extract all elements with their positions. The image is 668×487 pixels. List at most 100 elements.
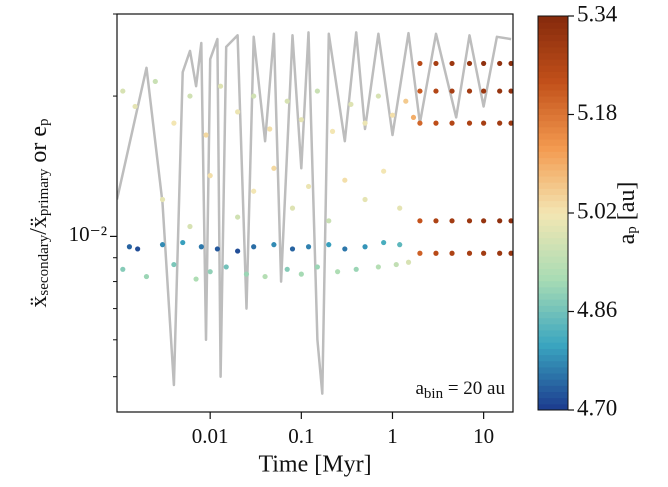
colorbar-step [538,34,568,42]
point [508,218,513,224]
colorbar-step [538,317,568,325]
point [449,250,455,256]
colorbar-step [538,268,568,276]
colorbar-step [538,280,568,288]
point [410,114,417,121]
colorbar-step [538,256,568,263]
y-axis-label: ẍsecondary/ẍprimary or ep [26,118,53,307]
point [481,250,487,256]
point [132,103,138,110]
colorbar-step [538,379,568,386]
point [417,218,423,224]
colorbar-step [538,108,568,115]
y-tick-label: 10⁻² [69,222,107,246]
point [417,88,423,94]
colorbar-step [538,139,568,146]
colorbar-step [538,40,568,48]
point [466,218,473,224]
colorbar-step [538,46,568,54]
point [314,264,320,270]
colorbar-step [538,323,568,331]
colorbar-tick-label: 5.18 [577,100,617,125]
point [159,242,166,248]
colorbar-step [538,71,568,79]
colorbar-step [538,151,568,159]
label-part: a [415,378,424,399]
label-part: ẍ [26,296,52,308]
point [449,120,455,126]
point [449,88,455,94]
colorbar-step [538,311,568,319]
point [267,126,273,132]
point [466,250,473,256]
colorbar-step [538,243,568,251]
point [203,132,209,138]
point [497,60,503,67]
colorbar-step [538,249,568,257]
colorbar-step [538,366,568,374]
point [417,60,423,67]
colorbar-step [538,16,568,23]
point [120,266,126,272]
subscript: primary [36,168,52,216]
point [284,266,290,272]
point [235,109,241,115]
point [243,271,250,277]
point [187,223,193,230]
colorbar-step [538,262,568,269]
point [298,271,304,277]
point [120,88,126,94]
colorbar-step [538,163,568,171]
point [251,93,257,99]
point [284,98,290,104]
point [393,261,399,268]
point [497,218,503,224]
point [417,120,423,126]
point [289,205,296,211]
colorbar-step [538,77,568,85]
point [159,196,166,203]
point [271,242,277,248]
colorbar-step [538,182,568,189]
colorbar-step [538,305,568,312]
colorbar-step [538,89,568,97]
point [342,246,348,252]
colorbar-tick-label: 4.70 [577,395,617,420]
point [126,244,133,250]
colorbar-step [538,206,568,214]
label-part: = 20 au [443,378,505,399]
colorbar-tick-label: 5.02 [577,198,617,223]
plot-area [117,31,513,395]
point [466,120,473,126]
colorbar-step [538,114,568,122]
point [135,246,141,252]
colorbar-step [538,219,568,226]
colorbar-step [538,360,568,368]
point [375,264,381,270]
colorbar-step [538,132,568,140]
point [397,205,403,211]
colorbar-step [538,397,568,405]
colorbar-step [538,145,568,152]
point [348,101,354,107]
colorbar-step [538,83,568,91]
point [214,246,220,252]
point [143,273,150,280]
colorbar-step [538,299,568,306]
point [508,60,513,67]
colorbar-step [538,22,568,29]
label-part: /ẍ [26,216,52,235]
point [481,88,487,94]
point [271,165,277,171]
point [508,88,513,94]
point [381,168,387,174]
x-tick-label: 0.1 [288,424,314,448]
point [449,60,455,67]
colorbar-tick-label: 5.34 [577,1,618,26]
colorbar-step [538,403,568,411]
point [508,120,513,126]
point [466,88,473,94]
colorbar-step [538,286,568,294]
point [187,93,193,99]
colorbar-step [538,176,568,183]
